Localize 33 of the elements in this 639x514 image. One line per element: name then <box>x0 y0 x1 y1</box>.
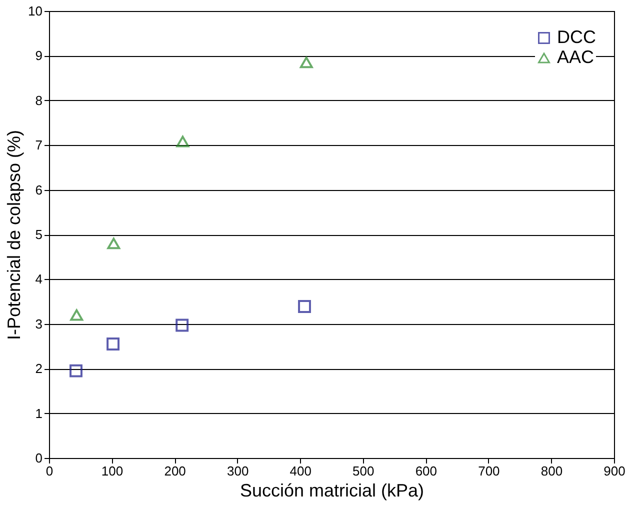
x-tick-label: 400 <box>290 464 312 478</box>
point <box>70 309 84 321</box>
x-tick-label: 300 <box>226 464 249 478</box>
x-tick-label: 100 <box>101 464 124 478</box>
x-tick-label: 800 <box>540 464 563 478</box>
y-tick-label: 1 <box>35 406 42 421</box>
y-tick-label: 5 <box>35 227 42 242</box>
legend-label: AAC <box>557 47 594 67</box>
y-tick-label: 2 <box>35 361 42 376</box>
point <box>300 56 313 68</box>
x-tick-label: 0 <box>46 464 54 478</box>
y-tick-label: 0 <box>35 450 42 466</box>
x-tick-label: 200 <box>164 464 186 478</box>
point <box>298 300 311 313</box>
point <box>70 364 82 378</box>
point <box>176 318 189 332</box>
legend-label: DCC <box>557 27 596 47</box>
x-tick-label: 600 <box>415 464 438 478</box>
y-tick-label: 6 <box>35 182 42 198</box>
y-axis-title: I-Potencial de colapso (%) <box>4 130 24 340</box>
point <box>106 338 120 350</box>
x-tick-label: 700 <box>478 464 500 478</box>
y-tick-label: 4 <box>35 272 42 287</box>
point <box>176 136 190 148</box>
y-tick-label: 10 <box>28 4 42 18</box>
x-axis-title: Succión matricial (kPa) <box>240 480 424 500</box>
y-tick-label: 3 <box>35 316 42 332</box>
y-tick-label: 9 <box>35 48 42 64</box>
x-tick-label: 900 <box>604 464 626 478</box>
x-tick-label: 500 <box>352 464 374 478</box>
point <box>107 238 120 250</box>
y-tick-label: 8 <box>35 92 42 108</box>
y-tick-label: 7 <box>35 138 42 153</box>
